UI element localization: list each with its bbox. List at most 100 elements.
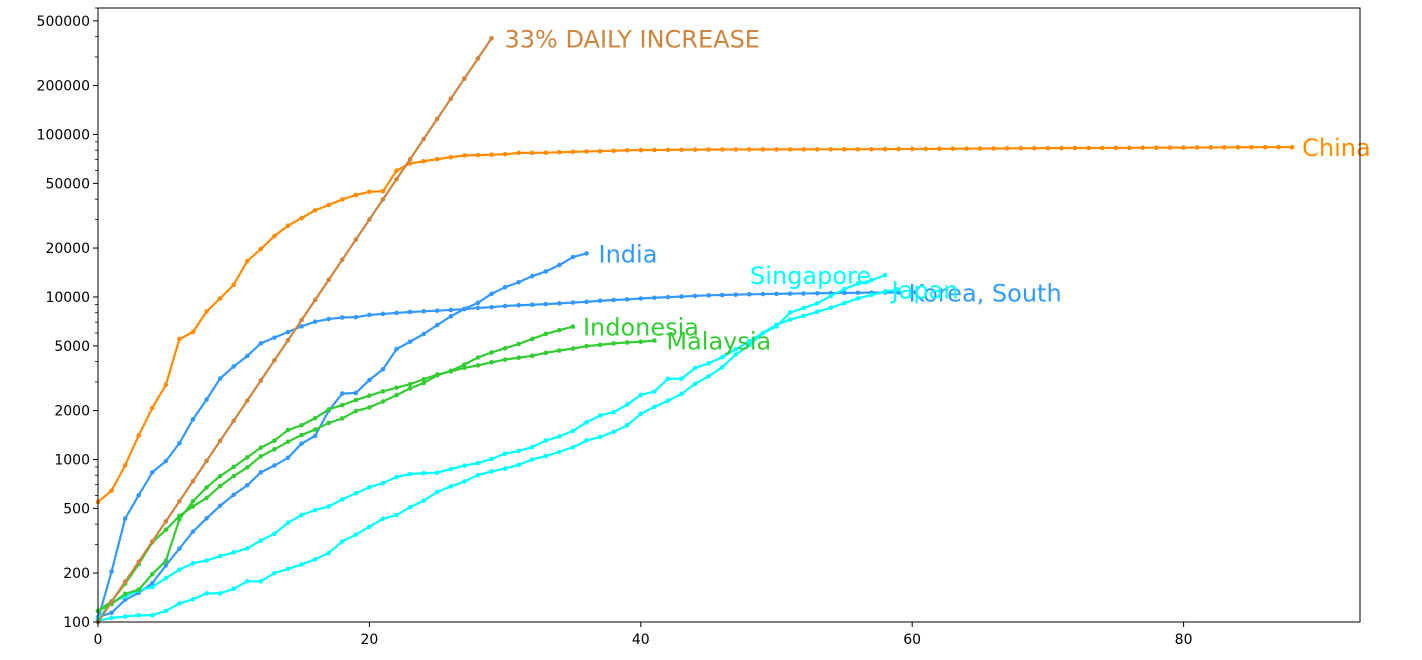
- x-tick-label: 60: [903, 632, 921, 648]
- data-point: [299, 422, 304, 428]
- data-point: [516, 462, 521, 468]
- data-point: [299, 562, 304, 567]
- data-point: [448, 154, 454, 160]
- y-tick-label: 200: [63, 566, 90, 582]
- data-point: [353, 237, 359, 242]
- data-point: [190, 504, 196, 509]
- data-point: [801, 291, 806, 296]
- data-point: [217, 438, 223, 444]
- data-point: [828, 293, 834, 299]
- y-tick-label: 5000: [54, 339, 90, 355]
- series-label-malaysia: Malaysia: [666, 328, 771, 356]
- data-point: [163, 382, 169, 388]
- data-point: [1289, 144, 1295, 150]
- data-point: [272, 335, 277, 340]
- data-point: [475, 460, 481, 466]
- data-point: [380, 389, 386, 394]
- data-point: [299, 512, 304, 518]
- data-point: [326, 504, 331, 509]
- data-point: [353, 490, 359, 496]
- series-line-33-daily-increase: [97, 37, 493, 623]
- data-point: [882, 146, 888, 152]
- data-point: [299, 441, 304, 446]
- data-point: [285, 427, 291, 433]
- data-point: [122, 463, 128, 468]
- data-point: [448, 307, 454, 313]
- data-point: [475, 305, 481, 311]
- data-point: [462, 306, 467, 312]
- data-point: [828, 305, 834, 311]
- data-point: [529, 336, 535, 342]
- data-point: [217, 483, 223, 489]
- data-point: [190, 596, 196, 602]
- data-point: [489, 350, 494, 355]
- data-point: [638, 296, 644, 301]
- data-point: [244, 465, 250, 470]
- data-point: [177, 499, 182, 504]
- data-point: [570, 346, 576, 351]
- data-point: [122, 614, 128, 619]
- data-point: [692, 365, 698, 371]
- data-point: [543, 301, 549, 307]
- data-point: [136, 587, 142, 593]
- data-point: [353, 192, 359, 198]
- data-point: [299, 324, 304, 329]
- data-point: [312, 433, 318, 439]
- data-point: [407, 386, 413, 391]
- data-point: [272, 531, 277, 537]
- data-point: [787, 310, 793, 315]
- data-point: [434, 322, 440, 328]
- data-point: [475, 56, 481, 61]
- data-point: [543, 453, 549, 459]
- data-point: [584, 149, 589, 154]
- data-point: [475, 363, 481, 368]
- data-point: [516, 341, 521, 347]
- data-point: [624, 340, 630, 345]
- data-point: [122, 516, 128, 521]
- data-point: [380, 197, 386, 202]
- series-label-china: China: [1302, 134, 1371, 162]
- data-point: [326, 420, 331, 426]
- data-point: [353, 408, 359, 414]
- data-point: [394, 168, 399, 173]
- data-point: [272, 447, 277, 452]
- data-point: [339, 391, 345, 396]
- data-point: [855, 290, 861, 296]
- data-point: [312, 415, 318, 421]
- data-point: [285, 329, 291, 335]
- data-point: [1140, 145, 1146, 151]
- series-label-korea-south: Korea, South: [909, 279, 1062, 307]
- data-point: [787, 147, 793, 152]
- data-point: [312, 319, 318, 325]
- data-point: [258, 538, 264, 543]
- data-point: [543, 150, 549, 155]
- data-point: [814, 309, 820, 315]
- data-point: [909, 146, 915, 152]
- data-point: [136, 433, 142, 438]
- data-point: [719, 354, 725, 360]
- data-point: [258, 454, 264, 459]
- data-point: [869, 146, 874, 152]
- data-point: [326, 202, 331, 208]
- data-point: [842, 146, 847, 152]
- data-point: [217, 376, 223, 381]
- y-tick-label: 100: [63, 615, 90, 631]
- data-point: [149, 584, 155, 590]
- data-point: [109, 569, 114, 574]
- data-point: [1194, 145, 1200, 150]
- data-point: [231, 492, 236, 498]
- data-point: [434, 156, 440, 162]
- data-point: [652, 295, 657, 301]
- data-point: [1222, 145, 1227, 150]
- data-point: [190, 417, 196, 422]
- data-point: [367, 405, 372, 410]
- data-point: [529, 273, 535, 279]
- data-point: [231, 364, 236, 369]
- data-point: [624, 147, 630, 153]
- data-point: [584, 343, 589, 349]
- data-point: [177, 440, 182, 446]
- data-point: [394, 474, 399, 480]
- series-label-india: India: [599, 240, 658, 268]
- data-point: [489, 304, 494, 310]
